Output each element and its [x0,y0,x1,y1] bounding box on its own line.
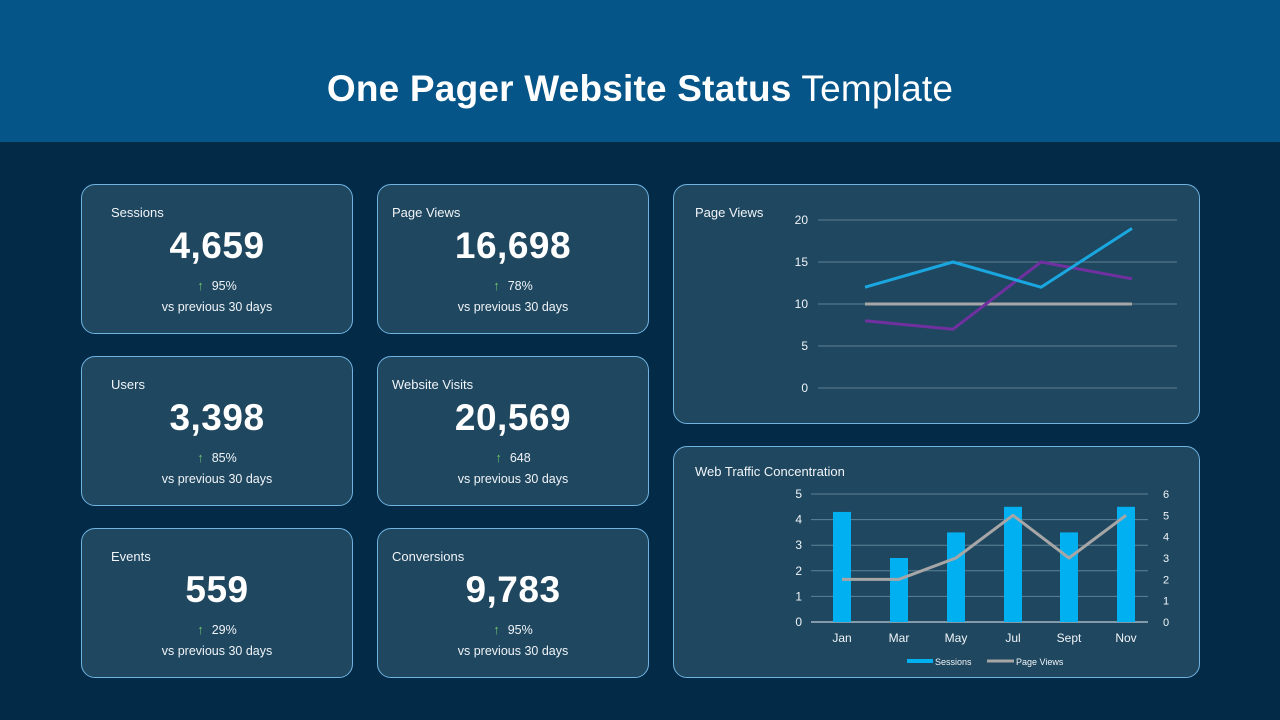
y-right-tick-label: 3 [1163,553,1169,565]
bar-sessions [833,511,851,622]
x-tick-label: May [945,631,968,645]
page-title-bold: One Pager Website Status [326,68,792,109]
chart-title: Web Traffic Concentration [695,464,845,479]
arrow-up-icon: ↑ [197,278,204,293]
kpi-label: Users [111,377,145,392]
kpi-label: Page Views [392,205,461,220]
web-traffic-chart-card: Web Traffic Concentration 0 1 2 3 4 5 0 1 2 3 4 5 6 J… [673,446,1200,678]
y-left-tick-label: 2 [795,564,802,578]
arrow-up-icon: ↑ [197,450,204,465]
line-page-views [842,513,1127,581]
kpi-label: Conversions [392,549,465,564]
bar-sessions [890,558,908,622]
kpi-delta: ↑ 85% [82,450,352,465]
kpi-card-users: Users 3,398 ↑ 85% vs previous 30 days [81,356,353,506]
legend-swatch-sessions [907,659,933,663]
kpi-delta-value: 95% [211,279,237,293]
bar-sessions [947,532,965,622]
kpi-value: 9,783 [465,569,561,610]
kpi-delta-value: 648 [509,451,531,465]
header-banner: One Pager Website Status Template [0,0,1280,142]
kpi-comparison: vs previous 30 days [161,644,273,658]
y-right-tick-label: 5 [1163,510,1169,522]
x-tick-label: Sept [1057,631,1082,645]
x-tick-label: Jan [832,631,851,645]
kpi-card-conversions: Conversions 9,783 ↑ 95% vs previous 30 da… [377,528,649,678]
bar-sessions [1004,506,1022,622]
arrow-up-icon: ↑ [493,622,500,637]
y-left-tick-label: 3 [795,538,802,552]
kpi-delta: ↑ 29% [82,622,352,637]
page-title-light: Template [801,68,954,109]
legend-label-page-views: Page Views [1016,657,1064,667]
bar-sessions [1117,506,1135,622]
y-tick-label: 20 [795,213,809,227]
kpi-delta-value: 85% [211,451,237,465]
y-tick-label: 10 [795,297,809,311]
kpi-comparison: vs previous 30 days [457,644,569,658]
kpi-value: 3,398 [169,397,265,438]
y-right-tick-label: 1 [1163,596,1169,608]
chart-legend: Sessions Page Views [907,657,1064,667]
y-tick-label: 15 [795,255,809,269]
kpi-delta: ↑ 95% [82,278,352,293]
kpi-value: 16,698 [454,225,572,266]
kpi-comparison: vs previous 30 days [457,472,569,486]
line-series [864,260,1133,331]
y-right-tick-label: 2 [1163,574,1169,586]
x-tick-label: Mar [889,631,910,645]
kpi-delta-value: 29% [211,623,237,637]
legend-label-sessions: Sessions [935,657,972,667]
kpi-delta-value: 78% [507,279,533,293]
kpi-card-sessions: Sessions 4,659 ↑ 95% vs previous 30 days [81,184,353,334]
chart-title: Page Views [695,205,764,220]
y-tick-label: 0 [801,381,808,395]
kpi-card-website-visits: Website Visits 20,569 ↑ 648 vs previous 3… [377,356,649,506]
kpi-card-page-views: Page Views 16,698 ↑ 78% vs previous 30 da… [377,184,649,334]
y-tick-label: 5 [801,339,808,353]
y-left-tick-label: 0 [795,615,802,629]
y-left-tick-label: 5 [795,487,802,501]
page-title: One Pager Website Status Template [327,32,953,110]
x-tick-label: Nov [1115,631,1136,645]
y-right-tick-label: 0 [1163,617,1169,629]
arrow-up-icon: ↑ [493,278,500,293]
page-views-chart-card: Page Views 0 5 10 15 20 [673,184,1200,424]
kpi-card-events: Events 559 ↑ 29% vs previous 30 days [81,528,353,678]
kpi-value: 559 [185,569,249,610]
kpi-delta: ↑ 78% [378,278,648,293]
y-left-tick-label: 1 [795,589,802,603]
kpi-value: 20,569 [454,397,572,438]
kpi-label: Website Visits [392,377,474,392]
y-right-tick-label: 4 [1163,532,1169,544]
kpi-label: Events [111,549,151,564]
kpi-comparison: vs previous 30 days [457,300,569,314]
web-traffic-combo-chart: 0 1 2 3 4 5 0 1 2 3 4 5 6 Jan Mar May Jul Sept Nov Sessions… [795,487,1169,667]
arrow-up-icon: ↑ [495,450,502,465]
x-tick-label: Jul [1005,631,1020,645]
kpi-label: Sessions [111,205,164,220]
bar-sessions [1060,532,1078,622]
page-views-line-chart: 0 5 10 15 20 [795,213,1177,395]
kpi-delta: ↑ 648 [378,450,648,465]
y-left-tick-label: 4 [795,513,802,527]
kpi-value: 4,659 [169,225,265,266]
y-right-tick-label: 6 [1163,489,1169,501]
kpi-comparison: vs previous 30 days [161,472,273,486]
line-series [864,227,1133,289]
kpi-delta-value: 95% [507,623,533,637]
kpi-comparison: vs previous 30 days [161,300,273,314]
kpi-delta: ↑ 95% [378,622,648,637]
arrow-up-icon: ↑ [197,622,204,637]
